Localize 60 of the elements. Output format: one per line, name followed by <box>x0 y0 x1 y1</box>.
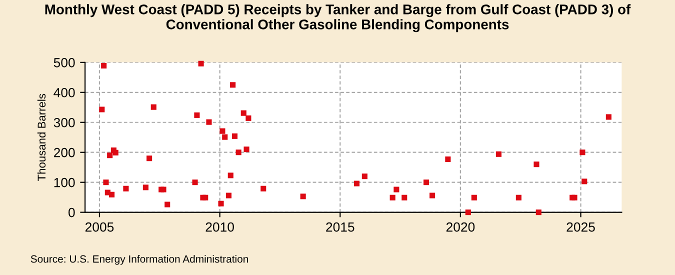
point <box>226 192 232 198</box>
point <box>150 104 156 110</box>
point <box>194 112 200 118</box>
point <box>123 186 129 192</box>
point <box>430 192 436 198</box>
x-tick-label: 2010 <box>206 222 234 232</box>
point <box>146 156 152 162</box>
point <box>108 192 115 198</box>
point <box>101 62 107 68</box>
point <box>516 194 522 200</box>
point <box>402 194 408 200</box>
point <box>107 152 113 158</box>
point <box>232 133 238 139</box>
point <box>534 162 540 168</box>
point <box>218 200 224 206</box>
source-note: Source: U.S. Energy Information Administration <box>30 255 248 265</box>
x-tick-label: 2020 <box>446 222 475 232</box>
point <box>112 150 118 156</box>
point <box>230 82 236 88</box>
point <box>606 114 612 120</box>
point <box>445 156 451 162</box>
point <box>354 180 360 186</box>
point <box>236 150 242 156</box>
point <box>536 210 542 216</box>
y-tick-label: 300 <box>54 118 75 128</box>
y-tick-label: 500 <box>54 58 75 68</box>
x-tick-label: 2025 <box>566 222 595 232</box>
point <box>228 172 234 178</box>
point <box>103 180 109 186</box>
x-tick-label: 2015 <box>326 222 354 232</box>
point <box>362 174 368 180</box>
point <box>222 134 228 140</box>
point <box>206 119 212 125</box>
point <box>240 110 246 116</box>
point <box>246 115 252 121</box>
point <box>582 178 588 184</box>
point <box>260 186 266 192</box>
point <box>300 194 306 200</box>
y-tick-label: 100 <box>54 178 75 188</box>
y-axis-title: Thousand Barrels <box>37 94 46 181</box>
point <box>471 194 477 200</box>
point <box>424 180 430 186</box>
point <box>496 151 502 157</box>
point <box>394 186 400 192</box>
point <box>164 202 170 208</box>
point <box>202 194 208 200</box>
y-tick-label: 200 <box>54 148 75 158</box>
point <box>99 106 105 112</box>
point <box>465 210 471 216</box>
y-tick-label: 400 <box>54 88 75 98</box>
point <box>198 60 204 66</box>
point <box>142 184 148 190</box>
y-tick-label: 0 <box>68 208 75 218</box>
point <box>244 146 250 152</box>
x-tick-label: 2005 <box>85 222 114 232</box>
point <box>192 180 198 186</box>
point <box>390 194 396 200</box>
point <box>580 150 586 156</box>
chart-title: Monthly West Coast (PADD 5) Receipts by Tanker and Barge from Gulf Coast (PADD 3) of Conventional Other Gasoline Blending Components <box>45 4 631 32</box>
point <box>220 128 226 134</box>
